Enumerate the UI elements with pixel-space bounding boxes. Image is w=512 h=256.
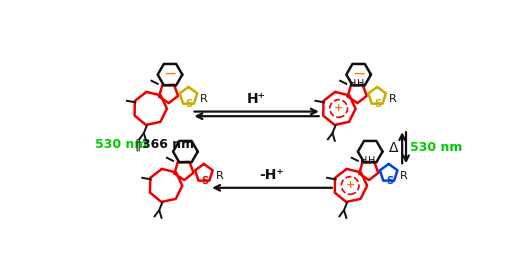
- Text: H: H: [356, 79, 364, 89]
- Text: Δ: Δ: [389, 141, 398, 155]
- Text: H: H: [368, 156, 375, 166]
- Text: S: S: [201, 176, 208, 186]
- Text: R: R: [389, 94, 396, 104]
- Text: 530 nm: 530 nm: [95, 138, 147, 151]
- Text: —: —: [353, 69, 364, 79]
- Text: ‖: ‖: [135, 138, 141, 151]
- Text: H: H: [349, 79, 356, 89]
- Text: R: R: [216, 171, 223, 181]
- Text: R: R: [400, 171, 408, 181]
- Text: -H⁺: -H⁺: [260, 168, 284, 182]
- Text: S: S: [186, 99, 193, 109]
- Text: 530 nm: 530 nm: [410, 141, 463, 154]
- Text: +: +: [334, 103, 343, 113]
- Text: S: S: [386, 176, 393, 186]
- Text: R: R: [200, 94, 208, 104]
- Text: 366 nm: 366 nm: [142, 138, 195, 151]
- Text: S: S: [374, 99, 381, 109]
- Text: H⁺: H⁺: [247, 92, 266, 106]
- Text: +: +: [346, 180, 355, 190]
- Text: H: H: [360, 156, 368, 166]
- Text: —: —: [164, 69, 176, 79]
